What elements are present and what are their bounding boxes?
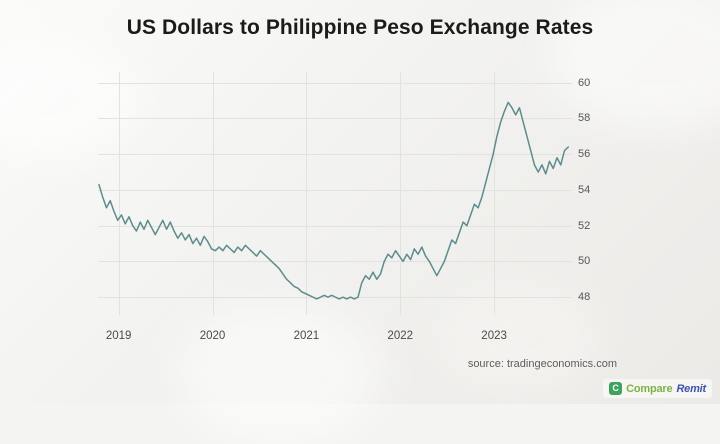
paper-texture-blotch — [0, 40, 140, 160]
gridline-vertical — [212, 72, 214, 315]
y-axis-tick-label: 58 — [578, 112, 591, 125]
logo-remit-text: Remit — [676, 382, 706, 395]
line-series-usd-php — [98, 101, 569, 300]
gridline-vertical — [400, 72, 402, 315]
y-axis-tick-label: 54 — [578, 183, 591, 196]
logo-mark-icon: C — [609, 382, 623, 395]
x-axis-tick-label: 2023 — [481, 330, 507, 342]
x-axis-tick-label: 2020 — [199, 330, 226, 342]
y-axis-tick-label: 48 — [578, 291, 591, 304]
gridline-vertical — [118, 72, 120, 315]
x-axis-labels: 2019 2020 2021 2022 2023 — [98, 330, 572, 350]
gridline-vertical — [306, 72, 308, 315]
gridline-horizontal — [98, 225, 572, 227]
y-axis-tick-label: 56 — [578, 148, 591, 161]
gridline-horizontal — [98, 118, 572, 120]
gridline-vertical — [494, 72, 496, 315]
y-axis-tick-label: 50 — [578, 255, 591, 268]
x-axis-tick-label: 2021 — [293, 330, 320, 342]
series-line — [98, 101, 569, 300]
logo-compare-text: Compare — [626, 382, 673, 395]
gridline-horizontal — [98, 82, 572, 84]
compareremit-logo[interactable]: C Compare Remit — [603, 379, 712, 398]
y-axis-labels: 48 50 52 54 56 58 60 — [578, 72, 618, 315]
gridline-horizontal — [98, 261, 572, 263]
gridline-horizontal — [98, 154, 572, 156]
chart-canvas — [0, 0, 720, 404]
x-axis-tick-label: 2019 — [105, 330, 132, 342]
x-axis-tick-label: 2022 — [387, 330, 414, 342]
y-axis-tick-label: 52 — [578, 219, 591, 232]
paper-texture-blotch — [180, 304, 380, 444]
source-attribution: source: tradingeconomics.com — [467, 358, 617, 370]
y-axis-tick-label: 60 — [578, 76, 591, 89]
paper-texture-blotch — [440, 284, 600, 394]
plot-area — [98, 72, 572, 315]
gridline-horizontal — [98, 189, 572, 191]
page-title: US Dollars to Philippine Peso Exchange R… — [126, 16, 594, 39]
